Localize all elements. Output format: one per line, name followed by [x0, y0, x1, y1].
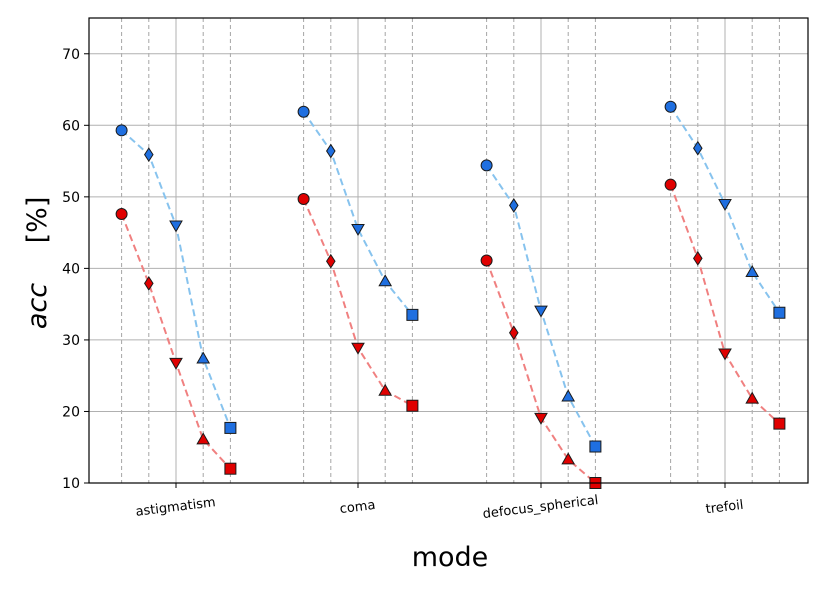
data-point: [378, 383, 393, 396]
grid: [89, 18, 808, 484]
x-tick-label: coma: [339, 498, 376, 517]
data-point: [480, 159, 493, 172]
y-tick-label: 70: [62, 47, 80, 63]
data-point: [196, 432, 211, 445]
data-point: [115, 208, 128, 221]
data-point: [745, 391, 760, 404]
x-axis-title: mode: [412, 542, 489, 573]
data-point: [718, 199, 732, 212]
y-tick-label: 50: [62, 190, 80, 206]
data-point: [169, 357, 183, 370]
data-point: [196, 351, 211, 364]
data-point: [326, 253, 336, 269]
data-point: [224, 462, 237, 475]
axis-ticks: 10 20 30 40 50 60 70 astigmatism coma defocus_sph…: [62, 47, 744, 522]
y-axis-title: acc [%]: [22, 197, 53, 329]
data-point: [664, 100, 677, 113]
y-tick-label: 30: [62, 333, 80, 349]
data-point: [224, 421, 237, 434]
data-point: [561, 389, 576, 402]
data-point: [144, 275, 154, 291]
data-point: [509, 198, 519, 213]
plot-frame: [88, 17, 809, 484]
data-point: [378, 274, 393, 287]
data-point: [745, 264, 760, 277]
svg-text:[%]: [%]: [22, 197, 53, 244]
data-point: [773, 417, 786, 430]
x-tick-label: trefoil: [705, 498, 744, 518]
data-point: [144, 147, 154, 163]
data-point: [589, 440, 602, 453]
y-tick-label: 40: [62, 261, 80, 277]
data-point: [326, 143, 336, 159]
data-point: [297, 192, 310, 205]
data-point: [297, 105, 310, 118]
data-point: [693, 250, 703, 266]
data-point: [664, 178, 677, 191]
series-lines: [120, 106, 781, 484]
data-point: [480, 254, 493, 267]
series-line: [302, 111, 414, 316]
y-tick-label: 10: [62, 476, 80, 492]
data-point: [169, 220, 183, 233]
data-point: [351, 342, 365, 355]
x-tick-label: astigmatism: [135, 495, 217, 520]
data-point: [561, 452, 576, 465]
data-point: [773, 306, 786, 319]
data-point: [534, 412, 548, 425]
data-point: [718, 348, 732, 361]
data-point: [115, 124, 128, 137]
y-tick-label: 20: [62, 404, 80, 420]
data-point: [351, 224, 365, 237]
series-points: [115, 100, 786, 489]
data-point: [406, 308, 419, 321]
data-point: [509, 325, 519, 341]
data-point: [534, 305, 548, 318]
data-point: [693, 140, 703, 156]
x-tick-label: defocus_spherical: [482, 493, 599, 522]
data-point: [406, 399, 419, 412]
y-tick-label: 60: [62, 118, 80, 134]
svg-text:acc: acc: [22, 283, 53, 329]
